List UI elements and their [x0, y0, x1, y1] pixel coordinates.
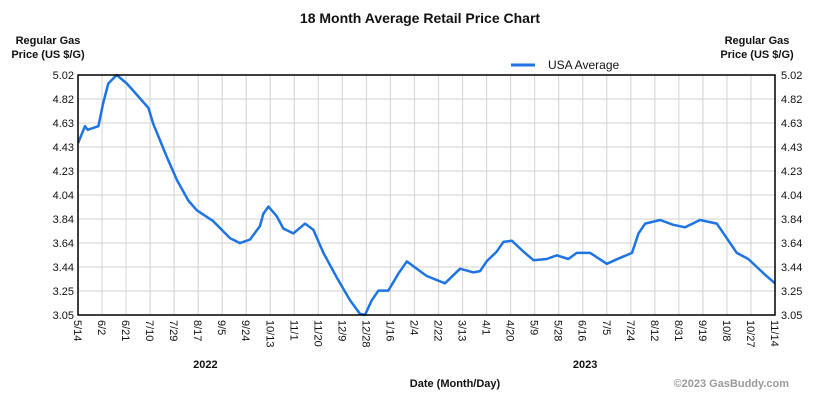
x-tick-label: 6/16 — [576, 320, 588, 341]
y-tick-label-right: 3.05 — [781, 310, 802, 322]
x-tick-label: 6/21 — [119, 320, 131, 341]
x-tick-label: 10/27 — [744, 320, 756, 348]
x-axis-title: Date (Month/Day) — [410, 378, 501, 390]
y-tick-label-right: 4.82 — [781, 94, 802, 106]
x-tick-label: 6/2 — [95, 320, 107, 335]
x-tick-label: 5/9 — [528, 320, 540, 335]
x-tick-label: 11/14 — [768, 320, 780, 347]
x-tick-labels: 5/14 6/2 6/21 7/10 7/29 8/17 9/5 9/24 10/13 11/1 1… — [71, 320, 780, 348]
series-line-usa-average — [76, 73, 776, 317]
x-tick-label: 12/9 — [335, 320, 347, 341]
x-tick-label: 12/28 — [359, 320, 371, 348]
x-tick-label: 8/31 — [672, 320, 684, 341]
y-tick-label-right: 4.23 — [781, 166, 802, 178]
x-tick-label: 7/10 — [143, 320, 155, 341]
x-tick-label: 5/28 — [552, 320, 564, 341]
x-tick-label: 4/1 — [480, 320, 492, 335]
y-axis-title-left-line2: Price (US $/G) — [11, 49, 85, 61]
x-tick-label: 8/17 — [191, 320, 203, 341]
x-tick-label: 11/1 — [287, 320, 299, 341]
y-tick-label-right: 3.44 — [781, 262, 802, 274]
x-tick-label: 1/16 — [383, 320, 395, 341]
x-tick-label: 7/5 — [600, 320, 612, 335]
copyright: ©2023 GasBuddy.com — [674, 378, 790, 390]
y-tick-label-left: 3.64 — [53, 238, 74, 250]
x-tick-label: 10/8 — [720, 320, 732, 341]
x-tick-label: 2/22 — [432, 320, 444, 341]
y-tick-label-right: 3.84 — [781, 214, 802, 226]
y-tick-label-left: 5.02 — [53, 70, 74, 82]
y-tick-label-right: 4.63 — [781, 118, 802, 130]
y-tick-label-right: 3.25 — [781, 286, 802, 298]
year-label-2023: 2023 — [573, 359, 597, 371]
y-axis-title-right-line1: Regular Gas — [725, 35, 790, 47]
x-tick-label: 8/12 — [648, 320, 660, 341]
y-axis-title-left-line1: Regular Gas — [16, 35, 81, 47]
y-tick-label-left: 4.82 — [53, 94, 74, 106]
legend: USA Average — [511, 58, 619, 72]
y-tick-label-left: 4.43 — [53, 142, 74, 154]
x-tick-label: 3/13 — [456, 320, 468, 341]
y-tick-label-left: 3.84 — [53, 214, 74, 226]
x-tick-label: 9/24 — [239, 320, 251, 341]
y-tick-label-right: 5.02 — [781, 70, 802, 82]
y-tick-label-left: 4.04 — [53, 190, 74, 202]
x-tick-label: 10/13 — [263, 320, 275, 348]
grid — [77, 74, 776, 316]
y-axis-title-right-line2: Price (US $/G) — [720, 49, 794, 61]
x-tick-label: 4/20 — [504, 320, 516, 341]
y-tick-label-left: 4.63 — [53, 118, 74, 130]
y-tick-label-right: 4.04 — [781, 190, 802, 202]
x-tick-label: 7/24 — [624, 320, 636, 341]
x-tick-label: 9/5 — [215, 320, 227, 335]
chart-title: 18 Month Average Retail Price Chart — [300, 10, 540, 26]
y-tick-label-left: 3.25 — [53, 286, 74, 298]
legend-label-usa-average: USA Average — [548, 58, 619, 72]
x-tick-label: 9/19 — [696, 320, 708, 341]
y-tick-label-left: 3.05 — [53, 310, 74, 322]
y-tick-labels: 5.02 5.02 4.82 4.82 4.63 4.63 4.43 4.43 4.23 4.23… — [53, 70, 803, 322]
x-tick-label: 7/29 — [167, 320, 179, 341]
x-tick-label: 11/20 — [311, 320, 323, 347]
year-label-2022: 2022 — [193, 359, 217, 371]
y-tick-label-right: 3.64 — [781, 238, 802, 250]
plot-frame — [77, 74, 776, 316]
y-tick-label-left: 4.23 — [53, 166, 74, 178]
y-tick-label-left: 3.44 — [53, 262, 74, 274]
x-tick-label: 5/14 — [71, 320, 83, 341]
x-tick-label: 2/4 — [407, 320, 419, 335]
y-tick-label-right: 4.43 — [781, 142, 802, 154]
